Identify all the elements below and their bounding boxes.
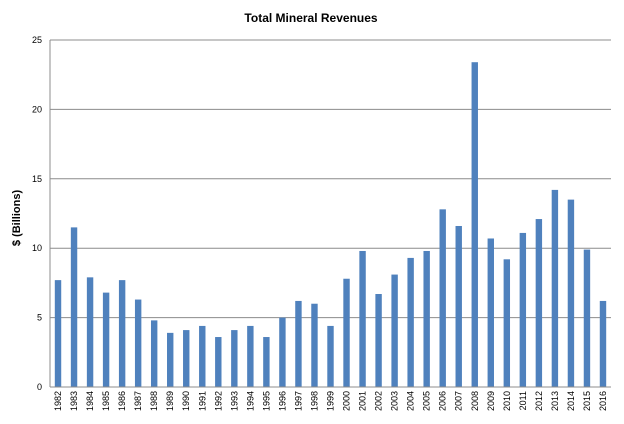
bar-1988 xyxy=(150,320,158,387)
x-tick-label: 2013 xyxy=(550,391,560,411)
x-tick-label: 2004 xyxy=(406,391,416,411)
x-tick-label: 1987 xyxy=(133,391,143,411)
x-tick-label: 1986 xyxy=(117,391,127,411)
x-tick-label: 1989 xyxy=(165,391,175,411)
x-tick-label: 2015 xyxy=(582,391,592,411)
x-tick-label: 1992 xyxy=(213,391,223,411)
y-axis-label: $ (Billions) xyxy=(11,190,23,247)
bar-2013 xyxy=(551,189,559,387)
y-tick-label: 25 xyxy=(32,35,42,45)
x-tick-label: 1991 xyxy=(197,391,207,411)
gridlines xyxy=(50,39,611,319)
x-tick-label: 1995 xyxy=(261,391,271,411)
x-tick-label: 2012 xyxy=(534,391,544,411)
y-tick-label: 20 xyxy=(32,104,42,114)
x-tick-label: 1988 xyxy=(149,391,159,411)
bar-2001 xyxy=(359,250,366,387)
x-tick-label: 1985 xyxy=(101,391,111,411)
x-tick-label: 2011 xyxy=(518,391,528,410)
bar-2004 xyxy=(407,257,414,387)
bar-1998 xyxy=(311,303,318,387)
bar-2002 xyxy=(375,294,382,387)
bar-1983 xyxy=(70,227,78,387)
x-tick-label: 2002 xyxy=(374,391,384,411)
bar-2011 xyxy=(519,232,527,387)
bar-1992 xyxy=(215,337,222,387)
bar-2007 xyxy=(455,225,462,387)
bar-1994 xyxy=(247,325,254,387)
x-tick-label: 2005 xyxy=(422,391,432,411)
bar-1989 xyxy=(167,332,174,387)
x-tick-label: 1998 xyxy=(309,391,319,411)
bar-1993 xyxy=(231,330,238,387)
x-tick-label: 1984 xyxy=(85,391,95,411)
bar-1985 xyxy=(102,292,110,387)
bar-1996 xyxy=(279,317,286,387)
x-tick-label: 2008 xyxy=(470,391,480,411)
x-tick-label: 2014 xyxy=(566,391,576,411)
x-tick-label: 1997 xyxy=(293,391,303,411)
y-tick-label: 10 xyxy=(32,243,42,253)
bars xyxy=(54,62,607,387)
x-tick-labels: 1982 1983 1984 1985 1986 1987 1988 1989 1990 1991… xyxy=(53,391,608,411)
bar-2005 xyxy=(423,250,430,387)
x-tick-label: 2009 xyxy=(486,391,496,411)
bar-2008 xyxy=(471,62,478,387)
x-tick-label: 2007 xyxy=(454,391,464,411)
x-tick-label: 1982 xyxy=(53,391,63,411)
bar-2010 xyxy=(503,259,511,387)
x-tick-label: 2016 xyxy=(598,391,608,411)
bar-1987 xyxy=(134,299,142,387)
x-tick-label: 1999 xyxy=(326,391,336,411)
bar-2016 xyxy=(599,300,607,387)
x-tick-label: 2006 xyxy=(438,391,448,411)
x-tick-label: 2001 xyxy=(358,391,368,411)
y-tick-label: 15 xyxy=(32,174,42,184)
bar-1984 xyxy=(86,277,94,387)
bar-1982 xyxy=(54,280,62,387)
bar-2012 xyxy=(535,219,543,387)
x-tick-label: 1994 xyxy=(245,391,255,411)
y-tick-label: 5 xyxy=(37,313,42,323)
y-tick-label: 0 xyxy=(37,382,42,392)
bar-2009 xyxy=(487,238,494,387)
chart-title: Total Mineral Revenues xyxy=(244,11,377,25)
x-tick-label: 2003 xyxy=(390,391,400,411)
bar-1995 xyxy=(263,337,270,387)
bar-1991 xyxy=(199,325,206,387)
bar-2000 xyxy=(343,278,350,387)
x-tick-label: 1990 xyxy=(181,391,191,411)
x-tick-label: 1996 xyxy=(277,391,287,411)
bar-2015 xyxy=(583,249,591,387)
x-tick-label: 1993 xyxy=(229,391,239,411)
x-tick-label: 2000 xyxy=(342,391,352,411)
bar-1986 xyxy=(118,280,126,387)
bar-2006 xyxy=(439,209,446,387)
bar-2014 xyxy=(567,199,575,387)
x-tick-label: 2010 xyxy=(502,391,512,411)
bar-2003 xyxy=(391,274,398,387)
bar-1999 xyxy=(327,325,334,387)
y-tick-labels: 0 5 10 15 20 25 xyxy=(32,35,42,392)
bar-1990 xyxy=(183,330,190,387)
x-tick-label: 1983 xyxy=(69,391,79,411)
bar-1997 xyxy=(295,300,302,387)
